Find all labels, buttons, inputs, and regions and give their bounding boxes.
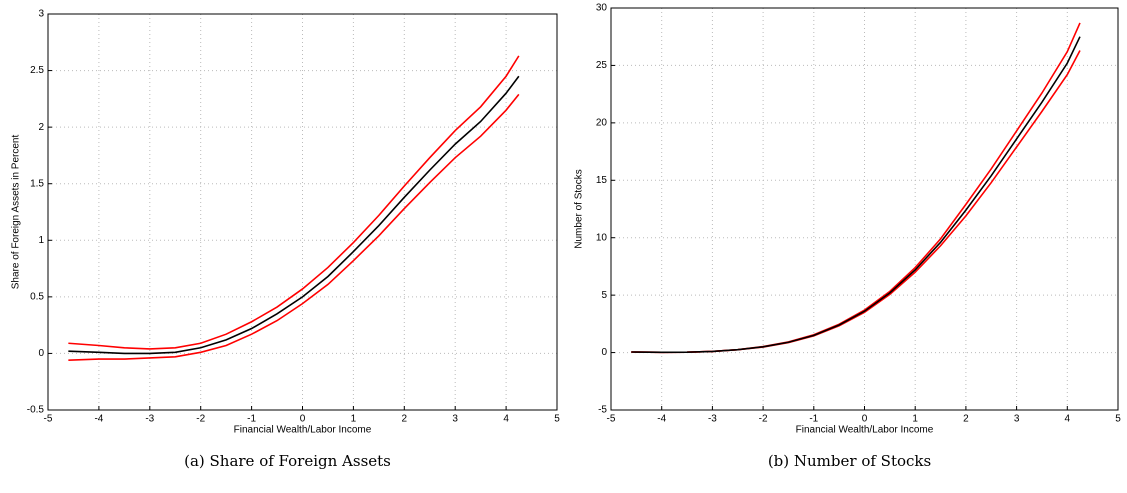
x-tick-label: -4 (94, 414, 103, 425)
x-tick-label: -3 (708, 414, 717, 425)
x-tick-label: -2 (196, 414, 205, 425)
x-axis-label: Financial Wealth/Labor Income (796, 425, 934, 436)
y-tick-label: 2 (38, 122, 44, 133)
x-tick-label: 1 (912, 414, 918, 425)
x-tick-label: 5 (1115, 414, 1121, 425)
x-tick-label: -1 (247, 414, 256, 425)
y-tick-label: 1.5 (30, 178, 44, 189)
y-tick-label: 30 (596, 3, 608, 14)
y-tick-label: 20 (596, 117, 608, 128)
x-tick-label: 4 (503, 414, 509, 425)
y-tick-label: 25 (596, 60, 608, 71)
caption: (a) Share of Foreign Assets (184, 452, 391, 470)
series-line (631, 36, 1081, 354)
x-tick-label: -3 (145, 414, 154, 425)
x-tick-label: 0 (862, 414, 868, 425)
y-tick-label: 0.5 (30, 291, 44, 302)
x-tick-label: 4 (1065, 414, 1071, 425)
caption: (b) Number of Stocks (768, 452, 931, 470)
x-tick-label: -5 (607, 414, 616, 425)
x-tick-label: -5 (44, 414, 53, 425)
x-tick-label: 3 (1014, 414, 1020, 425)
x-axis-label: Financial Wealth/Labor Income (234, 425, 372, 436)
x-tick-label: 2 (402, 414, 408, 425)
y-tick-label: -5 (598, 405, 607, 416)
y-tick-label: 0 (601, 347, 607, 358)
y-tick-label: 15 (596, 175, 608, 186)
y-axis-label: Number of Stocks (574, 169, 585, 248)
y-tick-label: 5 (601, 290, 607, 301)
y-tick-label: 2.5 (30, 65, 44, 76)
plot-frame (610, 7, 1119, 411)
series-line (631, 22, 1081, 354)
series-line (68, 75, 520, 355)
x-tick-label: -1 (809, 414, 818, 425)
y-tick-label: -0.5 (27, 405, 45, 416)
series-line (68, 55, 520, 350)
x-tick-label: 3 (452, 414, 458, 425)
y-tick-label: 0 (38, 348, 44, 359)
x-tick-label: 2 (963, 414, 969, 425)
series-line (68, 93, 520, 362)
x-tick-label: 1 (351, 414, 357, 425)
plot-frame (47, 13, 558, 411)
y-tick-label: 10 (596, 232, 608, 243)
y-tick-label: 1 (38, 235, 44, 246)
x-tick-label: 5 (554, 414, 560, 425)
y-tick-label: 3 (38, 9, 44, 20)
x-tick-label: -4 (657, 414, 666, 425)
x-tick-label: -2 (759, 414, 768, 425)
series-line (631, 50, 1081, 354)
x-tick-label: 0 (300, 414, 306, 425)
y-axis-label: Share of Foreign Assets in Percent (11, 135, 22, 290)
